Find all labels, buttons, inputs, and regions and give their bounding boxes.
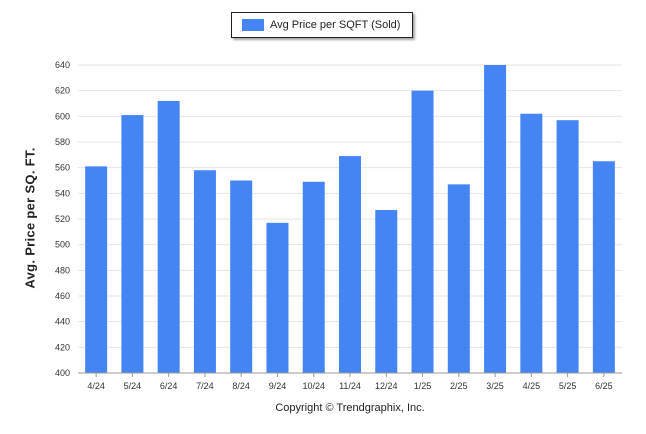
y-axis-ticks: 400 420 440 460 480 500 520 540 560 580 600 620 640 xyxy=(55,60,70,378)
y-tick-label: 580 xyxy=(55,137,70,147)
bars xyxy=(85,65,615,374)
bar-6/25 xyxy=(592,161,615,373)
legend: Avg Price per SQFT (Sold) xyxy=(231,12,413,38)
legend-swatch xyxy=(242,19,264,31)
y-tick-label: 460 xyxy=(55,291,70,301)
bar-5/25 xyxy=(556,120,579,373)
x-tick-label: 5/24 xyxy=(124,381,142,391)
x-tick-label: 5/25 xyxy=(559,381,577,391)
x-tick-label: 7/24 xyxy=(196,381,214,391)
x-tick-label: 10/24 xyxy=(302,381,325,391)
bar-9/24 xyxy=(266,222,289,373)
x-tick-label: 12/24 xyxy=(375,381,398,391)
y-tick-label: 400 xyxy=(55,368,70,378)
y-tick-label: 560 xyxy=(55,163,70,173)
y-tick-label: 420 xyxy=(55,342,70,352)
x-tick-label: 6/24 xyxy=(160,381,178,391)
bar-8/24 xyxy=(230,180,253,373)
legend-label: Avg Price per SQFT (Sold) xyxy=(270,19,401,31)
bar-1/25 xyxy=(411,90,434,374)
bar-3/25 xyxy=(484,65,507,373)
x-tick-label: 3/25 xyxy=(486,381,504,391)
y-axis-label: Avg. Price per SQ. FT. xyxy=(22,147,38,289)
x-tick-label: 2/25 xyxy=(450,381,468,391)
bar-5/24 xyxy=(121,115,144,374)
y-tick-label: 440 xyxy=(55,317,70,327)
bar-10/24 xyxy=(302,181,325,373)
x-tick-label: 4/24 xyxy=(87,381,105,391)
x-tick-label: 6/25 xyxy=(595,381,613,391)
bar-12/24 xyxy=(375,210,398,373)
bar-6/24 xyxy=(157,100,180,373)
y-tick-label: 480 xyxy=(55,265,70,275)
x-tick-label: 11/24 xyxy=(339,381,361,391)
bar-7/24 xyxy=(193,170,216,373)
x-tick-label: 9/24 xyxy=(269,381,287,391)
x-axis-ticks: 4/24 5/24 6/24 7/24 8/24 9/24 10/24 11/24 12/24 1… xyxy=(87,373,613,391)
y-tick-label: 500 xyxy=(55,240,70,250)
y-tick-label: 620 xyxy=(55,86,70,96)
y-tick-label: 640 xyxy=(55,60,70,70)
bar-4/25 xyxy=(520,113,543,374)
y-tick-label: 540 xyxy=(55,188,70,198)
bar-4/24 xyxy=(85,166,108,373)
y-tick-label: 600 xyxy=(55,111,70,121)
x-tick-label: 1/25 xyxy=(414,381,432,391)
bar-11/24 xyxy=(339,156,361,373)
copyright-text: Copyright © Trendgraphix, Inc. xyxy=(275,402,425,414)
bar-2/25 xyxy=(447,184,470,373)
x-tick-label: 8/24 xyxy=(232,381,250,391)
x-tick-label: 4/25 xyxy=(523,381,541,391)
y-tick-label: 520 xyxy=(55,214,70,224)
